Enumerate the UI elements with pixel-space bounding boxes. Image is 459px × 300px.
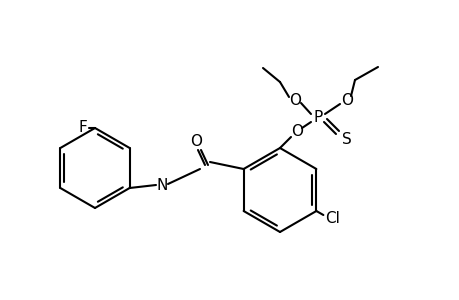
- Text: O: O: [291, 124, 302, 140]
- Text: Cl: Cl: [324, 212, 339, 226]
- Text: O: O: [340, 92, 352, 107]
- Text: O: O: [190, 134, 202, 149]
- Text: F: F: [78, 121, 87, 136]
- Text: N: N: [156, 178, 168, 193]
- Text: P: P: [313, 110, 322, 125]
- Text: O: O: [288, 92, 300, 107]
- Text: S: S: [341, 133, 351, 148]
